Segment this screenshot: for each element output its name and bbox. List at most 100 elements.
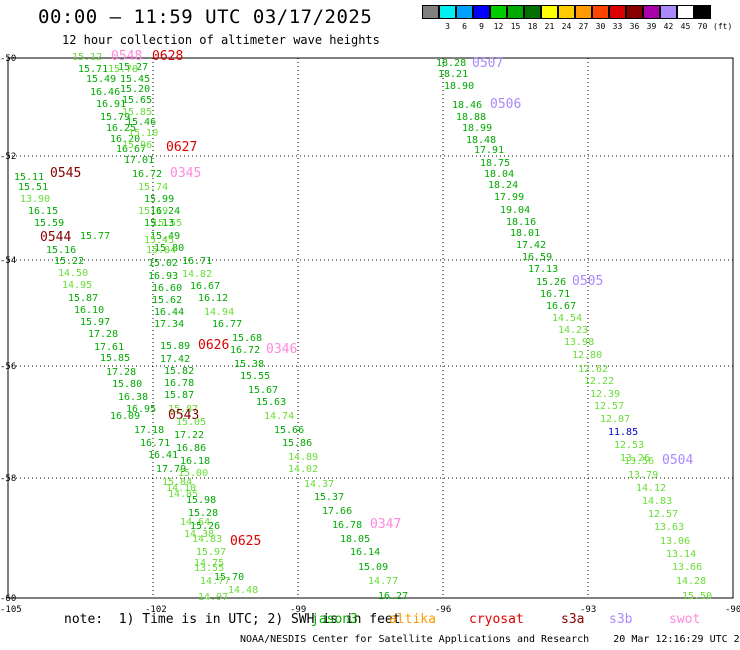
wave-height-label: 14.74 xyxy=(264,411,294,422)
wave-height-label: 15.45 xyxy=(144,235,174,246)
colorbar-tick-label: 45 xyxy=(680,22,691,31)
wave-height-label: 15.59 xyxy=(34,218,64,229)
wave-height-label: 16.93 xyxy=(148,271,178,282)
wave-height-label: 17.99 xyxy=(494,192,524,203)
wave-height-label: 15.16 xyxy=(46,245,76,256)
wave-height-label: 16.60 xyxy=(152,283,182,294)
wave-height-label: 18.24 xyxy=(488,180,518,191)
wave-height-label: 15.50 xyxy=(682,591,712,602)
wave-height-label: 17.28 xyxy=(88,329,118,340)
lon-tick-label: -90 xyxy=(725,605,740,615)
wave-height-label: 14.94 xyxy=(204,307,234,318)
wave-height-label: 18.88 xyxy=(456,112,486,123)
wave-height-label: 18.28 xyxy=(436,58,466,69)
wave-height-label: 13.55 xyxy=(194,563,224,574)
wave-height-label: 15.65 xyxy=(122,95,152,106)
colorbar-tick-label: 12 xyxy=(493,22,504,31)
pass-time-label: 0544 xyxy=(40,230,71,245)
wave-height-label: 15.89 xyxy=(160,341,190,352)
wave-height-label: 15.00 xyxy=(178,468,208,479)
wave-height-label: 16.46 xyxy=(90,87,120,98)
wave-height-label: 14.77 xyxy=(368,576,398,587)
wave-height-label: 14.54 xyxy=(552,313,582,324)
wave-height-label: 15.86 xyxy=(282,438,312,449)
wave-height-label: 18.90 xyxy=(444,81,474,92)
wave-height-label: 15.49 xyxy=(86,74,116,85)
wave-height-label: 15.12 xyxy=(72,52,102,63)
colorbar-swatch xyxy=(592,5,609,19)
wave-height-label: 17.28 xyxy=(106,367,136,378)
pass-time-label: 0548 xyxy=(111,49,142,64)
colorbar-swatch xyxy=(609,5,626,19)
map-subtitle: 12 hour collection of altimeter wave hei… xyxy=(62,33,380,47)
lon-tick-label: -96 xyxy=(435,605,451,615)
colorbar-tick-label: 42 xyxy=(663,22,674,31)
wave-height-label: 14.37 xyxy=(304,479,334,490)
colorbar-swatch xyxy=(541,5,558,19)
colorbar-swatch xyxy=(439,5,456,19)
wave-height-label: 15.80 xyxy=(112,379,142,390)
wave-height-label: 15.71 xyxy=(78,64,108,75)
wave-height-label: 15.20 xyxy=(120,84,150,95)
wave-height-label: 14.85 xyxy=(168,489,198,500)
legend-sat-s3b: s3b xyxy=(609,612,633,627)
wave-height-label: 16.67 xyxy=(116,144,146,155)
wave-height-label: 18.99 xyxy=(462,123,492,134)
pass-time-label: 0345 xyxy=(170,166,201,181)
wave-height-label: 15.80 xyxy=(154,243,184,254)
wave-height-label: 15.84 xyxy=(146,245,176,256)
wave-height-label: 15.45 xyxy=(120,74,150,85)
colorbar-tick-label: 30 xyxy=(595,22,606,31)
pass-time-label: 0628 xyxy=(152,49,183,64)
wave-height-label: 14.64 xyxy=(180,517,210,528)
wave-height-label: 15.11 xyxy=(14,172,44,183)
wave-height-label: 13.26 xyxy=(620,453,650,464)
wave-height-label: 14.12 xyxy=(636,483,666,494)
wave-height-label: 16.72 xyxy=(230,345,260,356)
lat-tick-label: -58 xyxy=(0,474,16,484)
credit-line: NOAA/NESDIS Center for Satellite Applica… xyxy=(240,634,740,645)
colorbar-swatch xyxy=(558,5,575,19)
wave-height-label: 17.34 xyxy=(154,319,184,330)
wave-height-label: 14.82 xyxy=(182,269,212,280)
map-grid xyxy=(7,57,734,599)
wave-height-label: 15.68 xyxy=(232,333,262,344)
pass-time-label: 0506 xyxy=(490,97,521,112)
wave-height-label: 16.95 xyxy=(126,404,156,415)
wave-height-label: 15.70 xyxy=(214,572,244,583)
wave-height-label: 15.26 xyxy=(190,521,220,532)
wave-height-label: 15.78 xyxy=(108,64,138,75)
wave-height-label: 15.98 xyxy=(186,495,216,506)
wave-height-label: 16.71 xyxy=(182,256,212,267)
colorbar-tick-label: 27 xyxy=(578,22,589,31)
wave-height-label: 11.85 xyxy=(608,427,638,438)
wave-height-label: 14.83 xyxy=(642,496,672,507)
legend-note: note: 1) Time is in UTC; 2) SWH is in fe… xyxy=(64,612,401,627)
wave-height-label: 18.46 xyxy=(452,100,482,111)
wave-height-label: 18.04 xyxy=(484,169,514,180)
wave-height-label: 15.96 xyxy=(122,140,152,151)
pass-time-label: 0626 xyxy=(198,338,229,353)
wave-height-label: 16.78 xyxy=(164,378,194,389)
wave-height-label: 16.38 xyxy=(118,392,148,403)
lat-tick-label: -60 xyxy=(0,594,16,604)
colorbar-tick-label: 21 xyxy=(544,22,555,31)
wave-height-label: 14.95 xyxy=(62,280,92,291)
wave-height-label: 16.25 xyxy=(106,123,136,134)
wave-height-label: 12.80 xyxy=(572,350,602,361)
wave-height-label: 14.10 xyxy=(166,483,196,494)
wave-height-label: 15.10 xyxy=(128,128,158,139)
wave-height-label: 15.22 xyxy=(54,256,84,267)
wave-height-label: 14.23 xyxy=(558,325,588,336)
wave-height-label: 15.19 xyxy=(138,206,168,217)
wave-height-label: 14.83 xyxy=(192,534,222,545)
pass-time-label: 0504 xyxy=(662,453,693,468)
colorbar-tick-label: 6 xyxy=(462,22,467,31)
wave-height-label: 16.18 xyxy=(180,456,210,467)
wave-height-label: 12.57 xyxy=(594,401,624,412)
wave-height-label: 12.57 xyxy=(648,509,678,520)
wave-height-label: 15.87 xyxy=(164,390,194,401)
colorbar-tick-label: 39 xyxy=(646,22,657,31)
wave-height-label: 15.49 xyxy=(150,231,180,242)
wave-height-label: 17.42 xyxy=(516,240,546,251)
